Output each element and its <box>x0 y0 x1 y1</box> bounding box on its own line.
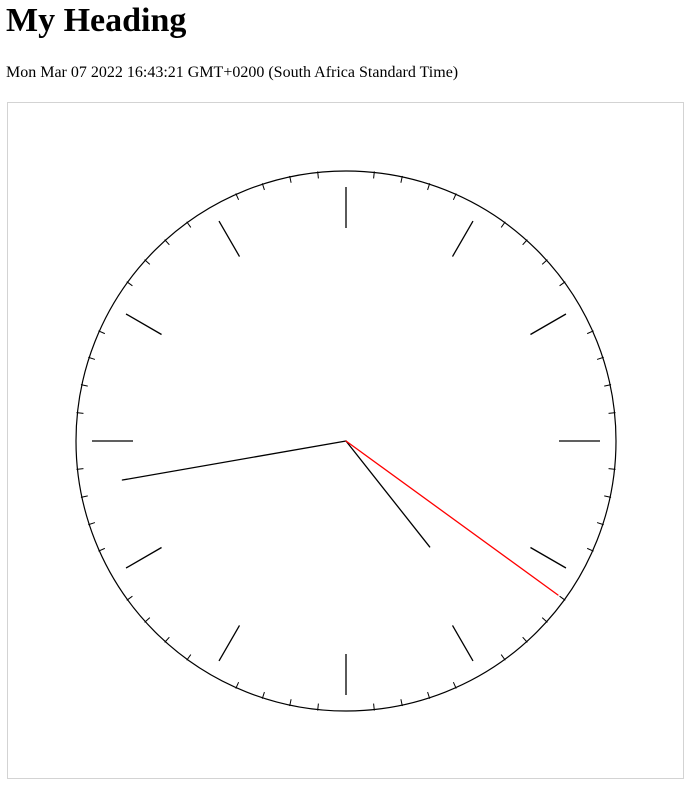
minute-tick <box>400 175 403 183</box>
minute-tick <box>261 691 265 699</box>
minute-tick <box>76 412 84 414</box>
clock-ticks <box>76 171 616 711</box>
minute-tick <box>596 522 604 526</box>
minute-tick <box>427 183 431 191</box>
minute-tick <box>186 221 192 228</box>
minute-tick <box>373 703 375 711</box>
minute-tick <box>586 547 594 552</box>
minute-tick <box>289 175 292 183</box>
minute-tick <box>289 699 292 707</box>
minute-tick <box>604 495 612 498</box>
minute-tick <box>261 183 265 191</box>
page-heading: My Heading <box>6 2 187 39</box>
hour-tick <box>218 625 241 662</box>
hour-tick <box>451 220 474 257</box>
minute-tick <box>98 330 106 335</box>
minute-tick <box>541 617 548 623</box>
minute-tick <box>76 468 84 470</box>
minute-tick <box>126 595 133 601</box>
minute-tick <box>500 221 506 228</box>
minute-tick <box>126 281 133 287</box>
clock-face <box>75 170 617 712</box>
minute-tick <box>88 522 96 526</box>
minute-tick <box>500 654 506 661</box>
minute-tick <box>541 259 548 265</box>
minute-tick <box>452 681 457 689</box>
minute-tick <box>186 654 192 661</box>
minute-tick <box>144 259 151 265</box>
minute-tick <box>373 171 375 179</box>
hour-tick <box>125 546 162 569</box>
current-date-text: Mon Mar 07 2022 16:43:21 GMT+0200 (South… <box>6 64 459 81</box>
minute-tick <box>317 171 319 179</box>
hour-hand <box>345 440 431 548</box>
minute-tick <box>608 468 616 470</box>
minute-tick <box>608 412 616 414</box>
analog-clock <box>75 170 617 712</box>
minute-tick <box>80 384 88 387</box>
hour-tick <box>125 313 162 336</box>
minute-tick <box>586 330 594 335</box>
minute-tick <box>596 356 604 360</box>
minute-tick <box>559 595 566 601</box>
minute-tick <box>235 681 240 689</box>
minute-tick <box>98 547 106 552</box>
minute-tick <box>427 691 431 699</box>
minute-tick <box>164 239 170 246</box>
minute-hand <box>121 440 347 481</box>
minute-tick <box>452 193 457 201</box>
minute-tick <box>522 636 528 643</box>
minute-tick <box>88 356 96 360</box>
minute-tick <box>559 281 566 287</box>
minute-tick <box>80 495 88 498</box>
clock-canvas <box>7 102 684 779</box>
hour-tick <box>218 220 241 257</box>
second-hand <box>345 440 559 596</box>
minute-tick <box>164 636 170 643</box>
minute-tick <box>144 617 151 623</box>
minute-tick <box>604 384 612 387</box>
minute-tick <box>317 703 319 711</box>
minute-tick <box>400 699 403 707</box>
hour-tick <box>530 313 567 336</box>
hour-tick <box>451 625 474 662</box>
hour-tick <box>530 546 567 569</box>
minute-tick <box>235 193 240 201</box>
minute-tick <box>522 239 528 246</box>
